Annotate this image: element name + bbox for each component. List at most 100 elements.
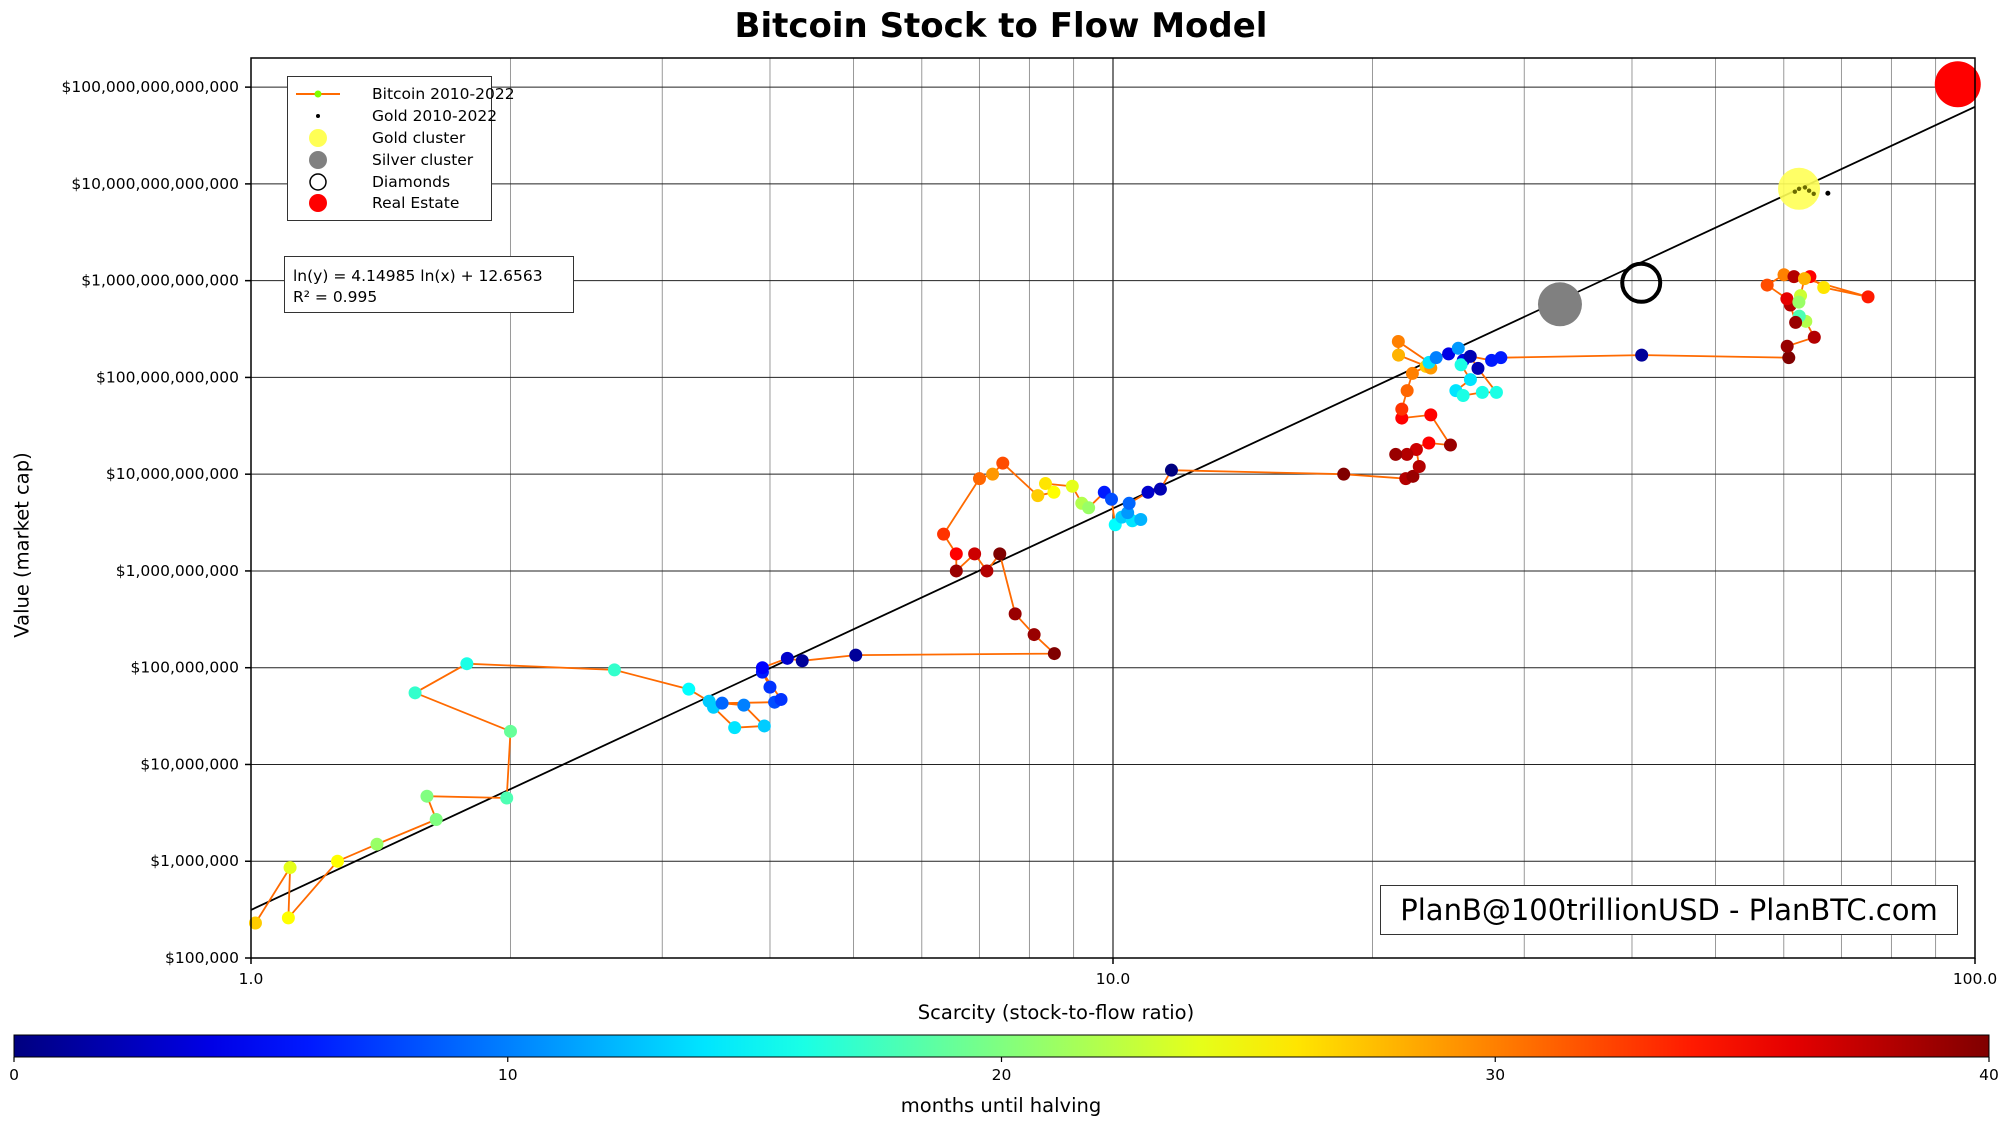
legend-item-gold-cluster: Gold cluster — [288, 128, 491, 148]
bitcoin-point — [1047, 485, 1061, 499]
bitcoin-point — [737, 698, 751, 712]
y-tick-label: $100,000,000 — [131, 659, 239, 677]
bitcoin-point — [1454, 358, 1468, 372]
bitcoin-point — [763, 680, 777, 694]
x-tick-label: 100.0 — [1953, 970, 1997, 988]
bitcoin-point — [1082, 501, 1096, 515]
bitcoin-point — [757, 719, 771, 733]
bitcoin-point — [1429, 351, 1443, 365]
bitcoin-point — [607, 663, 621, 677]
bitcoin-point — [420, 789, 434, 803]
chart-title: Bitcoin Stock to Flow Model — [734, 6, 1268, 46]
y-tick-label: $10,000,000,000,000 — [71, 175, 239, 193]
bitcoin-point — [1792, 295, 1806, 309]
bitcoin-point — [500, 791, 514, 805]
bitcoin-point — [937, 527, 951, 541]
legend-swatch-diamonds — [309, 173, 327, 191]
y-tick-label: $10,000,000,000 — [106, 465, 239, 483]
bitcoin-line — [254, 273, 1869, 924]
x-axis-label: Scarcity (stock-to-flow ratio) — [917, 1001, 1195, 1024]
y-tick-label: $100,000,000,000 — [96, 368, 239, 386]
legend-swatch-bitcoin — [296, 90, 340, 98]
legend-swatch-gold — [316, 114, 320, 118]
bitcoin-point — [1153, 482, 1167, 496]
legend-label-bitcoin: Bitcoin 2010-2022 — [372, 85, 515, 103]
x-tick-label: 1.0 — [239, 970, 264, 988]
bitcoin-point — [795, 654, 809, 668]
gold-point — [1796, 186, 1802, 191]
bitcoin-point — [1463, 373, 1477, 387]
legend-label-real-estate: Real Estate — [372, 194, 460, 212]
data-series-group — [248, 61, 1981, 930]
gold-point — [1825, 190, 1831, 196]
y-tick-label: $1,000,000 — [150, 852, 239, 870]
legend-swatch-real-estate — [309, 194, 327, 212]
bitcoin-point — [1047, 647, 1061, 661]
gold-point — [1811, 191, 1816, 196]
bitcoin-point — [460, 657, 474, 671]
bitcoin-point — [1787, 270, 1801, 284]
y-tick-label: $1,000,000,000 — [116, 562, 239, 580]
bitcoin-point — [1635, 348, 1649, 362]
bitcoin-point — [715, 696, 729, 710]
bitcoin-point — [1104, 492, 1118, 506]
bitcoin-point — [1164, 463, 1178, 477]
bitcoin-point — [1861, 290, 1875, 304]
legend-swatch-silver — [309, 151, 327, 169]
y-tick-label: $1,000,000,000,000 — [81, 272, 239, 290]
bitcoin-point — [949, 564, 963, 578]
bitcoin-point — [1406, 469, 1420, 483]
bitcoin-point — [1412, 460, 1426, 474]
colorbar-bar — [13, 1034, 1990, 1058]
bitcoin-point — [1489, 385, 1503, 399]
bitcoin-point — [1780, 339, 1794, 353]
grid-lines — [251, 58, 1975, 958]
bitcoin-point — [503, 724, 517, 738]
bitcoin-point — [1400, 384, 1414, 398]
bitcoin-point — [780, 651, 794, 665]
bitcoin-point — [1451, 341, 1465, 355]
colorbar-tick-label: 10 — [498, 1066, 518, 1084]
axis-ticks: $100,000 $1,000,000 $10,000,000 $100,000,00… — [62, 78, 1998, 988]
bitcoin-point — [1422, 436, 1436, 450]
bitcoin-point — [1337, 467, 1351, 481]
regression-equation: ln(y) = 4.14985 ln(x) + 12.6563 — [293, 267, 543, 285]
bitcoin-point — [408, 686, 422, 700]
y-tick-label: $100,000,000,000,000 — [62, 78, 240, 96]
bitcoin-point — [993, 547, 1007, 561]
bitcoin-point — [1760, 278, 1774, 292]
legend: Bitcoin 2010-2022 Gold 2010-2022 Gold cl… — [287, 76, 515, 221]
bitcoin-point — [1797, 272, 1811, 286]
legend-label-diamonds: Diamonds — [372, 173, 451, 191]
colorbar-tick-label: 20 — [992, 1066, 1012, 1084]
colorbar-tick-label: 40 — [1979, 1066, 1999, 1084]
y-axis-label: Value (market cap) — [10, 452, 34, 638]
watermark-label: PlanB@100trillionUSD - PlanBTC.com — [1380, 885, 1958, 935]
bitcoin-point — [1494, 351, 1508, 365]
bitcoin-point — [1782, 351, 1796, 365]
bitcoin-point — [1038, 477, 1052, 491]
colorbar-tick-label: 30 — [1485, 1066, 1505, 1084]
bitcoin-point — [1777, 268, 1791, 282]
bitcoin-point — [1391, 335, 1405, 349]
bitcoin-point — [1817, 280, 1831, 294]
bitcoin-point — [755, 661, 769, 675]
x-tick-label: 10.0 — [1096, 970, 1131, 988]
bitcoin-point — [1400, 447, 1414, 461]
bitcoin-point — [1395, 411, 1409, 425]
gold-point — [1806, 188, 1812, 193]
silver-cluster-point — [1537, 282, 1582, 327]
bitcoin-point — [682, 682, 696, 696]
bitcoin-point — [331, 854, 345, 868]
legend-label-gold: Gold 2010-2022 — [372, 107, 498, 125]
legend-item-diamonds: Diamonds — [288, 172, 491, 192]
bitcoin-point — [1027, 628, 1041, 642]
y-tick-label: $10,000,000 — [140, 755, 239, 773]
bitcoin-point — [1141, 485, 1155, 499]
legend-label-silver: Silver cluster — [372, 151, 474, 169]
bitcoin-point — [429, 812, 443, 826]
regression-r-squared: R² = 0.995 — [293, 288, 378, 306]
regression-equation-box: ln(y) = 4.14985 ln(x) + 12.6563 R² = 0.9… — [284, 256, 574, 313]
bitcoin-point — [248, 916, 262, 930]
